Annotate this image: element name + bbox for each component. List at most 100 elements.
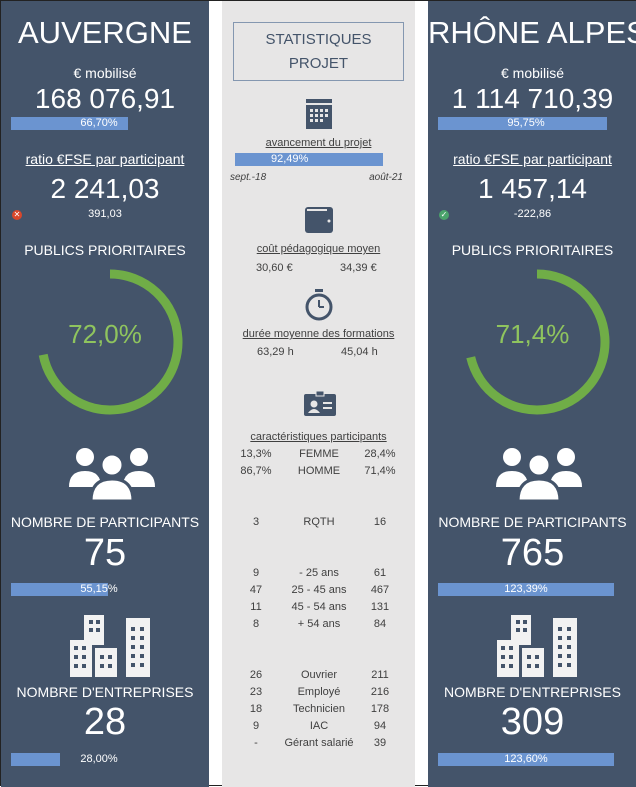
ratio-diff: -222,86 <box>513 208 552 220</box>
characteristic-left-value: 9 <box>252 720 260 732</box>
characteristic-right-value: 94 <box>373 720 387 732</box>
characteristic-right-value: 178 <box>370 703 390 715</box>
mobilise-value: 1 114 710,39 <box>451 83 614 114</box>
ratio-value: 1 457,14 <box>478 173 587 204</box>
characteristic-left-value: 8 <box>252 618 260 630</box>
progress-fill <box>11 117 129 130</box>
region-title: AUVERGNE <box>18 15 192 50</box>
progress-fill <box>438 753 614 766</box>
publics-pct: 71,4% <box>495 319 570 349</box>
characteristic-left-value: 3 <box>252 516 260 528</box>
publics-label: PUBLICS PRIORITAIRES <box>451 242 614 258</box>
characteristic-left-value: 47 <box>249 584 263 596</box>
progress-fill <box>11 583 109 596</box>
donut-arc <box>38 269 183 415</box>
entreprises-pct-label: 28,00% <box>80 753 118 765</box>
project-stats-panel: STATISTIQUES PROJET avancement du projet… <box>222 1 415 787</box>
progress-fill <box>11 753 61 766</box>
characteristic-right-value: 467 <box>370 584 390 596</box>
characteristic-left-value: 9 <box>252 567 260 579</box>
rhone-alpes-panel: RHÔNE ALPES € mobilisé 1 114 710,39 95,7… <box>428 1 636 787</box>
characteristic-right-value: 216 <box>370 686 390 698</box>
check-icon: ✓ <box>439 210 449 220</box>
avancement-label: avancement du projet <box>265 137 372 149</box>
participants-progress-bar: 123,39% <box>438 583 614 596</box>
characteristic-left-value: 11 <box>250 601 262 613</box>
characteristic-label: IAC <box>309 720 329 732</box>
auvergne-panel: AUVERGNE € mobilisé 168 076,91 66,70% ra… <box>1 1 209 787</box>
start-date: sept.-18 <box>230 172 267 183</box>
participants-pct-label: 123,39% <box>504 583 548 595</box>
characteristic-label: + 54 ans <box>297 618 341 630</box>
stats-title-box: STATISTIQUES PROJET <box>233 22 404 81</box>
stopwatch-icon <box>305 289 333 321</box>
ratio-diff: 391,03 <box>88 208 122 220</box>
participants-label: NOMBRE DE PARTICIPANTS <box>438 514 627 530</box>
mobilise-label: € mobilisé <box>500 65 565 81</box>
wallet-icon <box>305 207 333 233</box>
participants-value: 75 <box>83 532 127 574</box>
characteristic-right-value: 16 <box>373 516 387 528</box>
participants-progress-bar: 55,15% <box>11 583 187 596</box>
duree-left-value: 63,29 h <box>257 346 294 358</box>
characteristic-right-value: 28,4% <box>364 448 396 460</box>
progress-fill <box>235 153 383 166</box>
calendar-icon <box>306 99 332 129</box>
entreprises-progress-bar: 123,60% <box>438 753 614 766</box>
mobilise-value: 168 076,91 <box>34 83 176 114</box>
stats-title-line2: PROJET <box>288 55 349 72</box>
buildings-icon <box>70 615 150 677</box>
entreprises-value: 28 <box>83 701 127 743</box>
end-date: août-21 <box>369 172 403 183</box>
entreprises-label: NOMBRE D'ENTREPRISES <box>444 684 621 700</box>
entreprises-progress-bar: 28,00% <box>11 753 187 766</box>
characteristic-label: HOMME <box>297 465 341 477</box>
characteristic-right-value: 211 <box>371 669 389 681</box>
characteristic-label: Ouvrier <box>300 669 338 681</box>
mobilise-pct-label: 95,75% <box>507 117 545 129</box>
cout-label: coût pédagogique moyen <box>256 243 381 255</box>
cout-right-value: 34,39 € <box>340 262 377 274</box>
characteristic-left-value: 26 <box>249 669 263 681</box>
donut-arc <box>466 269 610 415</box>
publics-pct: 72,0% <box>68 319 142 349</box>
avancement-progress-bar: 92,49% <box>235 153 395 166</box>
entreprises-label: NOMBRE D'ENTREPRISES <box>16 684 194 700</box>
progress-fill <box>438 583 614 596</box>
mobilise-progress-bar: 95,75% <box>438 117 614 130</box>
characteristic-label: Gérant salarié <box>284 737 354 749</box>
mobilise-progress-bar: 66,70% <box>11 117 187 130</box>
characteristic-left-value: 86,7% <box>240 465 272 477</box>
mobilise-label: € mobilisé <box>73 65 137 81</box>
characteristic-right-value: 84 <box>373 618 387 630</box>
ratio-label: ratio €FSE par participant <box>453 151 612 167</box>
characteristic-right-value: 61 <box>373 567 387 579</box>
publics-label: PUBLICS PRIORITAIRES <box>24 242 186 258</box>
mobilise-pct-label: 66,70% <box>80 117 118 129</box>
buildings-icon <box>497 615 577 677</box>
characteristic-label: RQTH <box>303 516 335 528</box>
characteristic-right-value: 131 <box>370 601 390 613</box>
publics-donut-chart <box>38 269 183 415</box>
avancement-pct: 92,49% <box>271 153 309 165</box>
duree-label: durée moyenne des formations <box>242 328 395 340</box>
stats-title-line1: STATISTIQUES <box>265 31 372 48</box>
cout-left-value: 30,60 € <box>256 262 293 274</box>
characteristic-label: FEMME <box>299 448 339 460</box>
progress-fill <box>438 117 607 130</box>
participants-pct-label: 55,15% <box>80 583 118 595</box>
publics-donut-chart <box>466 269 610 415</box>
region-title: RHÔNE ALPES <box>428 15 636 50</box>
characteristic-label: 25 - 45 ans <box>291 584 347 596</box>
entreprises-value: 309 <box>500 701 565 743</box>
ratio-label: ratio €FSE par participant <box>25 151 185 167</box>
id-card-icon <box>304 391 336 416</box>
entreprises-pct-label: 123,60% <box>504 753 548 765</box>
characteristic-left-value: 23 <box>249 686 263 698</box>
characteristic-right-value: 39 <box>373 737 387 749</box>
characteristic-left-value: - <box>254 737 258 749</box>
characteristic-left-value: 18 <box>249 703 263 715</box>
ratio-value: 2 241,03 <box>50 173 160 204</box>
duree-right-value: 45,04 h <box>341 346 378 358</box>
characteristic-label: 45 - 54 ans <box>291 601 347 613</box>
